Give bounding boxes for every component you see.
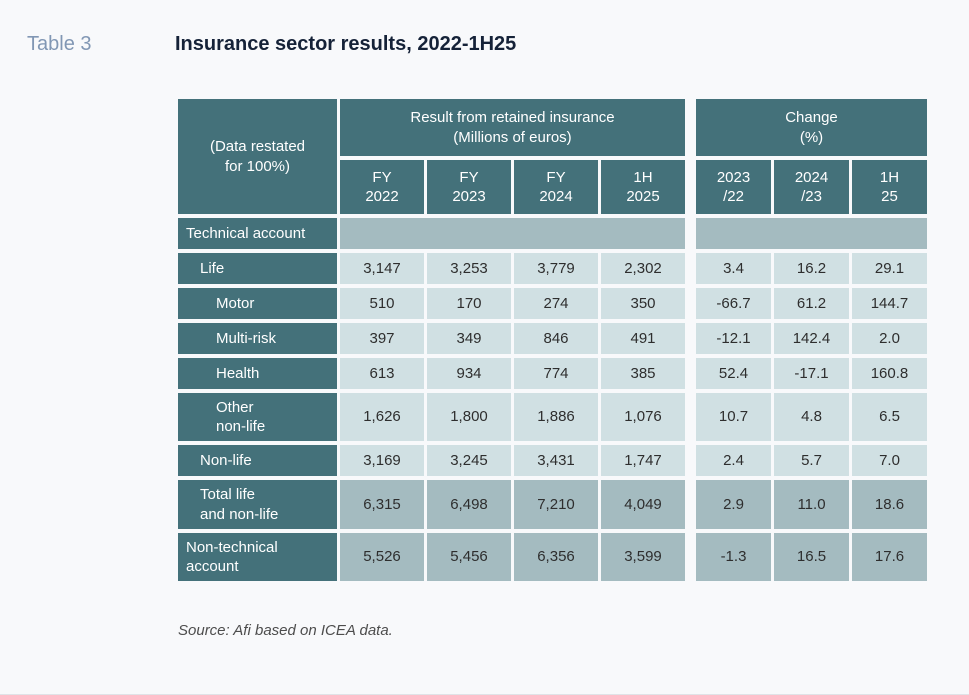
change-cell: 52.4: [696, 358, 771, 389]
value-cell: 1,886: [514, 393, 598, 441]
change-cell: 4.8: [774, 393, 849, 441]
table-number: Table 3: [27, 33, 92, 55]
change-cell: 6.5: [852, 393, 927, 441]
change-cell: 61.2: [774, 288, 849, 319]
value-cell: 6,315: [340, 480, 424, 529]
value-cell: 3,169: [340, 445, 424, 476]
change-cell: 144.7: [852, 288, 927, 319]
value-cell: 1,800: [427, 393, 511, 441]
change-cell: -17.1: [774, 358, 849, 389]
value-cell: 491: [601, 323, 685, 354]
col-header-fy2024: FY 2024: [514, 160, 598, 214]
change-cell: 5.7: [774, 445, 849, 476]
value-cell: 3,147: [340, 253, 424, 284]
change-cell: 3.4: [696, 253, 771, 284]
row-label-life: Life: [178, 253, 337, 284]
row-label-multi-risk: Multi-risk: [178, 323, 337, 354]
change-cell: -1.3: [696, 533, 771, 581]
change-cell: 2.0: [852, 323, 927, 354]
value-cell: 350: [601, 288, 685, 319]
insurance-results-table: (Data restated for 100%) Result from ret…: [178, 99, 927, 581]
change-cell: -66.7: [696, 288, 771, 319]
value-cell: 3,253: [427, 253, 511, 284]
row-label-non-life: Non-life: [178, 445, 337, 476]
change-cell: 2.9: [696, 480, 771, 529]
col-header-fy2023: FY 2023: [427, 160, 511, 214]
value-cell: 1,747: [601, 445, 685, 476]
value-cell: 2,302: [601, 253, 685, 284]
value-cell: 3,245: [427, 445, 511, 476]
value-cell: 1,626: [340, 393, 424, 441]
row-label-health: Health: [178, 358, 337, 389]
change-cell: 142.4: [774, 323, 849, 354]
value-cell: 397: [340, 323, 424, 354]
change-cell: 29.1: [852, 253, 927, 284]
source-note: Source: Afi based on ICEA data.: [178, 622, 393, 639]
value-cell: 1,076: [601, 393, 685, 441]
value-cell: 5,526: [340, 533, 424, 581]
change-cell: 16.5: [774, 533, 849, 581]
value-cell: 385: [601, 358, 685, 389]
value-cell: 6,356: [514, 533, 598, 581]
change-cell: 2.4: [696, 445, 771, 476]
change-cell: 16.2: [774, 253, 849, 284]
row-label-technical-account: Technical account: [178, 218, 337, 249]
value-cell: 5,456: [427, 533, 511, 581]
value-cell: 3,599: [601, 533, 685, 581]
change-group-header: Change (%): [696, 99, 927, 156]
value-cell: 510: [340, 288, 424, 319]
col-header-2023-22: 2023 /22: [696, 160, 771, 214]
change-cell: 160.8: [852, 358, 927, 389]
value-cell: 774: [514, 358, 598, 389]
row-label-non-technical-account: Non-technical account: [178, 533, 337, 581]
value-cell: 7,210: [514, 480, 598, 529]
change-cell: 7.0: [852, 445, 927, 476]
value-cell: 846: [514, 323, 598, 354]
col-header-2024-23: 2024 /23: [774, 160, 849, 214]
change-cell: -12.1: [696, 323, 771, 354]
row-label-total-life-and-non-life: Total life and non-life: [178, 480, 337, 529]
table-title: Insurance sector results, 2022-1H25: [175, 33, 517, 55]
value-cell: 934: [427, 358, 511, 389]
value-cell: 3,431: [514, 445, 598, 476]
row-label-motor: Motor: [178, 288, 337, 319]
col-header-1h25: 1H 25: [852, 160, 927, 214]
change-cell: 17.6: [852, 533, 927, 581]
value-cell: 349: [427, 323, 511, 354]
col-header-fy2022: FY 2022: [340, 160, 424, 214]
value-cell: 613: [340, 358, 424, 389]
section-band-result: [340, 218, 685, 249]
col-header-1h2025: 1H 2025: [601, 160, 685, 214]
value-cell: 4,049: [601, 480, 685, 529]
result-group-header: Result from retained insurance (Millions…: [340, 99, 685, 156]
value-cell: 6,498: [427, 480, 511, 529]
change-cell: 18.6: [852, 480, 927, 529]
corner-header-cell: (Data restated for 100%): [178, 99, 337, 214]
value-cell: 3,779: [514, 253, 598, 284]
row-label-other-non-life: Other non-life: [178, 393, 337, 441]
section-band-change: [696, 218, 927, 249]
value-cell: 274: [514, 288, 598, 319]
change-cell: 10.7: [696, 393, 771, 441]
value-cell: 170: [427, 288, 511, 319]
change-cell: 11.0: [774, 480, 849, 529]
